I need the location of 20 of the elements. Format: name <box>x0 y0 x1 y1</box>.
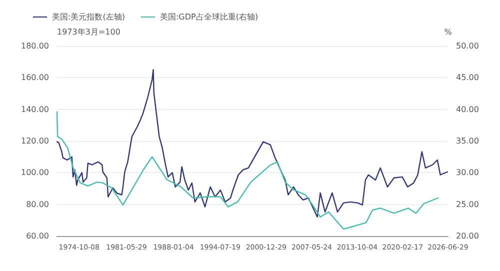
y2-tick-label: 50.00 <box>456 42 479 50</box>
y-tick-label: 160.00 <box>21 73 49 82</box>
y2-tick-label: 20.00 <box>456 232 479 240</box>
line-series <box>56 111 439 230</box>
y2-tick-label: 30.00 <box>456 168 479 178</box>
y-tick-label: 80.00 <box>26 200 49 209</box>
y2-tick-label: 45.00 <box>456 73 479 82</box>
line-series <box>56 69 448 218</box>
y-axis-title: 1973年3月=100 <box>57 28 120 36</box>
legend-label: 美国:GDP占全球比重(右轴) <box>160 12 258 22</box>
legend-label: 美国:美元指数(左轴) <box>52 12 125 22</box>
y-tick-label: 100.00 <box>21 168 49 178</box>
y2-tick-label: 35.00 <box>456 136 479 146</box>
y2-tick-label: 25.00 <box>456 200 479 209</box>
y-tick-label: 60.00 <box>26 232 49 240</box>
y-tick-label: 120.00 <box>21 136 49 146</box>
y2-axis-title: % <box>444 28 452 36</box>
y-tick-label: 140.00 <box>21 104 49 114</box>
y-tick-label: 180.00 <box>21 42 49 50</box>
y2-tick-label: 40.00 <box>456 104 479 114</box>
